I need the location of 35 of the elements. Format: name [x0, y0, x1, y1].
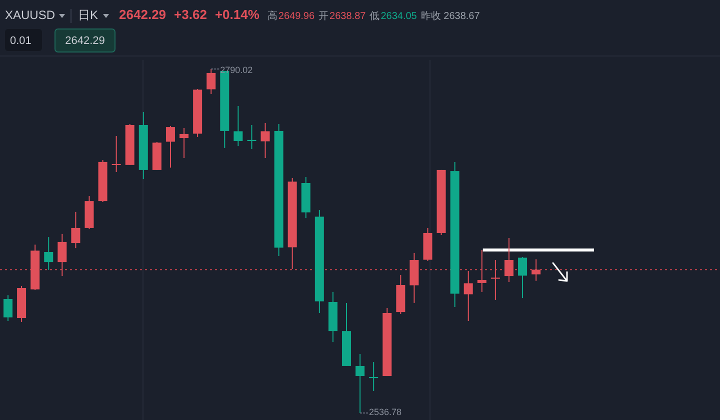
text: 昨收 2638.67: [420, 10, 480, 22]
candlestick: [4, 294, 12, 322]
candlestick: [58, 233, 67, 277]
text: 0.01: [10, 35, 32, 47]
candlestick: [112, 135, 121, 172]
candlestick: [532, 258, 541, 282]
candlestick: [477, 249, 486, 292]
chart-title: XAUUSD: [5, 8, 56, 22]
candlestick: [356, 354, 365, 414]
text: 2649.96: [278, 11, 315, 22]
text: +0.14%: [214, 7, 260, 22]
text: 2634.05: [380, 11, 418, 22]
candlestick: [180, 127, 189, 158]
candlestick: [44, 236, 54, 270]
text: 2642.29: [119, 7, 166, 22]
text: 2642.29: [65, 35, 105, 47]
candlestick: [166, 125, 175, 168]
candlestick: [260, 122, 270, 158]
candlestick: [464, 270, 473, 322]
annotation: 2790.02: [220, 65, 253, 75]
text: 低: [370, 11, 380, 22]
candlestick: [369, 362, 378, 392]
text: 2638.87: [330, 11, 366, 22]
chart-subtitle: 日K: [78, 8, 98, 22]
text: 开: [318, 11, 329, 22]
candlestick: [71, 211, 80, 249]
candlestick: [518, 256, 528, 299]
text: 高: [267, 10, 278, 22]
text: +3.62: [174, 7, 207, 22]
candlestick: [234, 105, 243, 147]
candlestick: [206, 68, 216, 95]
candlestick: [490, 260, 500, 300]
annotation: 2536.78: [369, 407, 402, 417]
candlestick: [247, 124, 256, 150]
candlestick: [504, 238, 514, 283]
